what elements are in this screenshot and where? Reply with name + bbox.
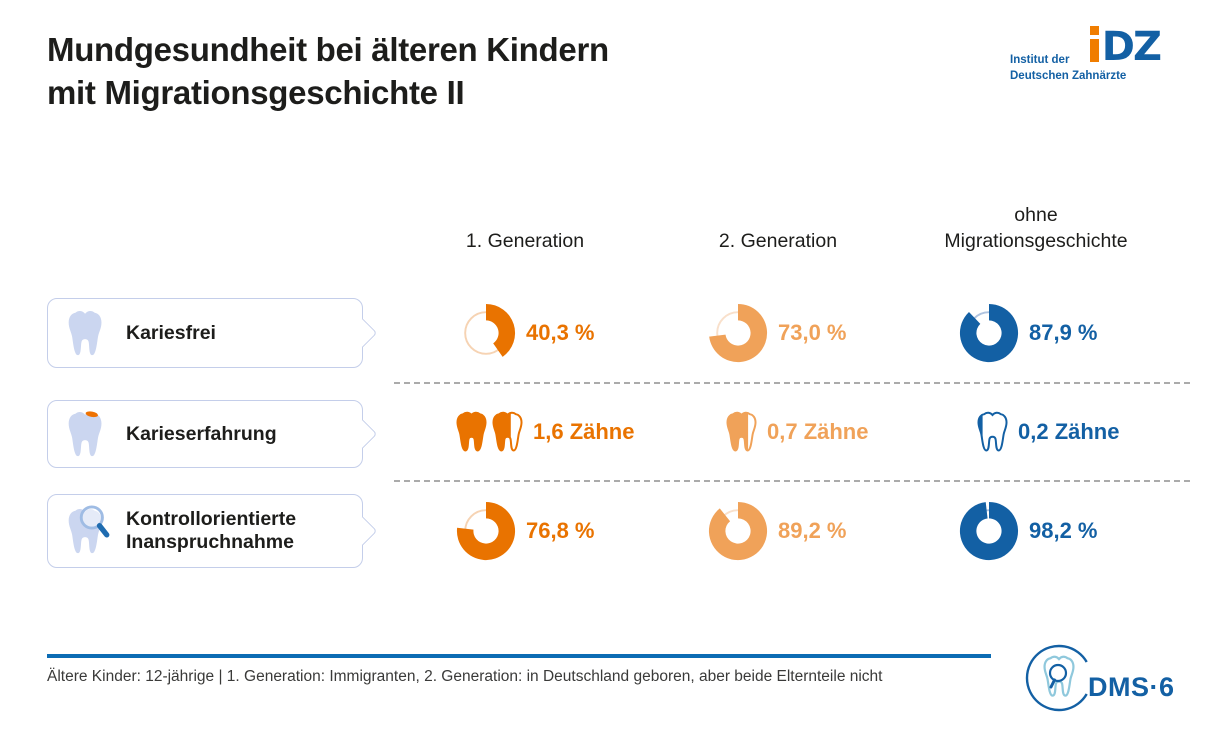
tooth-glyph bbox=[456, 411, 487, 452]
row-label-box-inanspruchnahme: Kontrollorientierte Inanspruchnahme bbox=[47, 494, 378, 568]
row-icon-slot bbox=[60, 504, 114, 558]
cell-kariesfrei-gen2: 73,0 % bbox=[707, 302, 847, 364]
value-label: 0,7 Zähne bbox=[767, 418, 869, 444]
cell-karieserfahrung-gen1: 1,6 Zähne bbox=[455, 406, 634, 457]
dms6-logo: DMS·6 bbox=[1022, 641, 1192, 721]
cell-inanspruchnahme-gen1: 76,8 % bbox=[455, 500, 595, 562]
cell-kariesfrei-gen1: 40,3 % bbox=[455, 302, 595, 364]
donut-chart bbox=[959, 501, 1019, 561]
row-label-text: Karieserfahrung bbox=[126, 422, 277, 445]
footer-rule bbox=[47, 654, 991, 658]
row-separator bbox=[394, 382, 1190, 384]
tooth-icon bbox=[68, 311, 102, 356]
value-label: 73,0 % bbox=[778, 320, 847, 345]
column-header-ohne: ohne Migrationsgeschichte bbox=[944, 204, 1128, 252]
value-label: 40,3 % bbox=[526, 320, 595, 345]
pointer-arrow bbox=[347, 318, 378, 348]
tooth-magnifier-icon bbox=[68, 505, 110, 554]
donut-chart bbox=[464, 303, 516, 357]
value-label: 76,8 % bbox=[526, 518, 595, 543]
idz-logo-text-line2: Deutschen Zahnärzte bbox=[1010, 70, 1127, 82]
value-label: 1,6 Zähne bbox=[533, 418, 635, 444]
idz-logo: Institut der Deutschen Zahnärzte DZ bbox=[1010, 24, 1162, 84]
page-title-line1: Mundgesundheit bei älteren Kindern bbox=[47, 31, 609, 68]
row-label-box-karieserfahrung: Karieserfahrung bbox=[47, 400, 378, 468]
row-label-text: Kariesfrei bbox=[126, 321, 216, 344]
page-title: Mundgesundheit bei älteren Kindern mit M… bbox=[47, 28, 609, 114]
value-label: 0,2 Zähne bbox=[1018, 418, 1120, 444]
column-header-gen2: 2. Generation bbox=[718, 230, 838, 252]
donut-chart bbox=[959, 303, 1019, 363]
idz-logo-mark: DZ bbox=[1089, 24, 1162, 70]
cell-karieserfahrung-ohne: 0,2 Zähne bbox=[976, 406, 1119, 457]
pointer-arrow bbox=[347, 419, 378, 449]
donut-chart bbox=[708, 501, 768, 561]
tooth-glyph bbox=[726, 411, 757, 452]
page-title-line2: mit Migrationsgeschichte II bbox=[47, 74, 465, 111]
teeth-glyphs bbox=[455, 406, 524, 457]
value-label: 89,2 % bbox=[778, 518, 847, 543]
idz-dz-glyph: DZ bbox=[1101, 24, 1162, 70]
cell-karieserfahrung-gen2: 0,7 Zähne bbox=[725, 406, 868, 457]
row-label-box-kariesfrei: Kariesfrei bbox=[47, 298, 378, 368]
donut-chart bbox=[456, 501, 516, 561]
value-label: 98,2 % bbox=[1029, 518, 1098, 543]
cell-inanspruchnahme-gen2: 89,2 % bbox=[707, 500, 847, 562]
tooth-glyph bbox=[492, 411, 523, 452]
idz-logo-text-line1: Institut der bbox=[1010, 54, 1070, 66]
dms6-label: DMS·6 bbox=[1088, 672, 1175, 702]
idz-i-bar bbox=[1089, 39, 1099, 62]
teeth-glyphs bbox=[976, 406, 1009, 457]
tooth-caries-icon bbox=[68, 411, 102, 457]
row-separator bbox=[394, 480, 1190, 482]
dms6-emblem-icon bbox=[1025, 644, 1088, 712]
row-icon-slot bbox=[60, 306, 114, 360]
teeth-glyphs bbox=[725, 406, 758, 457]
idz-logo-text: Institut der Deutschen Zahnärzte bbox=[1010, 52, 1126, 84]
row-icon-slot bbox=[60, 407, 114, 461]
donut-chart bbox=[709, 303, 768, 363]
cell-kariesfrei-ohne: 87,9 % bbox=[958, 302, 1098, 364]
column-header-gen1: 1. Generation bbox=[465, 230, 585, 252]
cell-inanspruchnahme-ohne: 98,2 % bbox=[958, 500, 1098, 562]
idz-i-glyph bbox=[1089, 26, 1099, 65]
row-label-text: Kontrollorientierte Inanspruchnahme bbox=[126, 508, 297, 553]
value-label: 87,9 % bbox=[1029, 320, 1098, 345]
idz-i-dot bbox=[1089, 26, 1099, 35]
tooth-glyph bbox=[977, 411, 1008, 452]
footnote-text: Ältere Kinder: 12-jährige | 1. Generatio… bbox=[47, 668, 883, 685]
